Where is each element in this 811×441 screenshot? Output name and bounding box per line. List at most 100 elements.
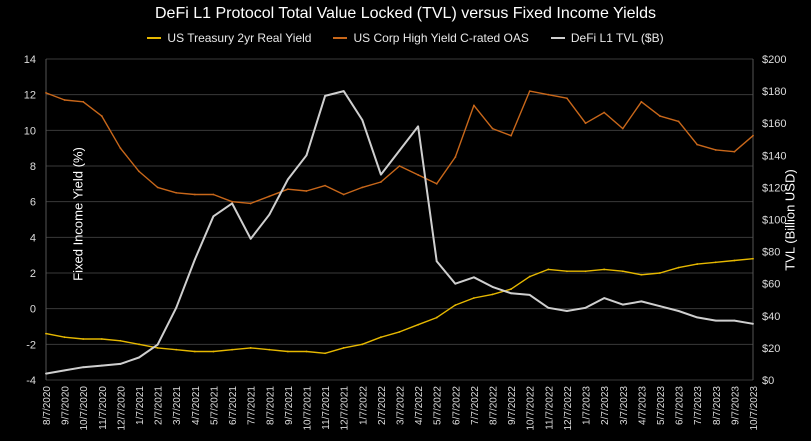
point-treasury-22 [454,304,457,306]
legend-oas: US Corp High Yield C-rated OAS [333,31,529,45]
point-treasury-23 [473,297,475,299]
legend-swatch-oas [333,37,348,39]
point-oas-6 [156,186,159,189]
x-tick-13: 9/7/2021 [284,386,295,425]
point-tvl-7 [175,306,178,309]
x-tick-9: 5/7/2021 [209,386,220,425]
point-treasury-2 [82,338,85,340]
x-tick-23: 7/7/2022 [470,386,481,425]
point-oas-33 [659,115,661,117]
point-tvl-11 [249,237,252,240]
point-treasury-11 [249,347,252,349]
series-treasury [45,257,754,355]
point-oas-14 [305,190,308,192]
point-tvl-31 [621,303,624,306]
legend-treasury: US Treasury 2yr Real Yield [147,31,311,45]
point-treasury-28 [566,270,568,273]
point-treasury-20 [417,323,420,326]
point-treasury-8 [193,350,196,353]
series-lines [45,90,754,375]
point-treasury-3 [100,338,103,340]
y-tick-left-9: 14 [24,54,36,66]
point-tvl-23 [473,276,475,279]
point-treasury-18 [379,336,382,339]
x-tick-21: 5/7/2022 [433,386,444,425]
y-tick-left-5: 6 [30,197,36,209]
point-tvl-13 [286,178,289,181]
point-oas-20 [417,174,420,176]
point-tvl-20 [417,125,420,128]
point-tvl-33 [659,305,661,308]
right-y-ticks: $0 $20 $40 $60 $80 $100 $120 $140 $160 $180 $200 [762,54,786,387]
point-treasury-9 [212,350,215,353]
point-treasury-21 [435,316,438,319]
point-treasury-15 [324,352,326,355]
point-oas-10 [231,200,233,203]
x-tick-5: 1/7/2021 [135,386,146,425]
point-oas-31 [621,127,624,130]
legend: US Treasury 2yr Real Yield US Corp High … [0,31,811,45]
x-tick-8: 4/7/2021 [191,386,202,425]
point-tvl-8 [193,258,196,261]
point-treasury-32 [640,273,643,276]
point-oas-36 [714,149,717,151]
x-tick-27: 11/7/2022 [544,386,555,430]
point-treasury-27 [547,268,550,271]
point-treasury-29 [584,270,587,273]
point-treasury-6 [156,347,159,349]
point-oas-7 [175,191,178,194]
y-axis-title-left: Fixed Income Yield (%) [70,147,86,281]
y-tick-left-2: 0 [30,304,36,316]
point-treasury-7 [175,348,178,351]
left-y-ticks: -4 -2 0 2 4 6 8 10 12 14 [24,54,36,387]
point-oas-3 [100,115,103,117]
point-tvl-32 [640,300,643,303]
point-oas-38 [752,134,754,137]
point-treasury-10 [231,348,233,351]
x-tick-36: 8/7/2023 [712,386,723,425]
y-tick-left-3: 2 [30,268,36,280]
x-tick-16: 12/7/2021 [340,386,351,431]
series-tvl [45,90,754,375]
point-tvl-3 [100,364,103,367]
point-treasury-4 [119,339,122,342]
point-oas-1 [63,99,66,101]
point-tvl-28 [566,310,568,312]
point-oas-9 [212,193,215,196]
point-tvl-30 [603,297,606,300]
series-line-oas [45,90,754,205]
point-oas-12 [268,195,271,198]
point-treasury-0 [45,332,47,335]
point-oas-35 [696,143,699,146]
y-tick-left-8: 12 [24,90,36,102]
x-tick-34: 6/7/2023 [675,386,686,425]
x-tick-18: 2/7/2022 [377,386,388,425]
y-tick-left-4: 4 [30,232,36,244]
point-tvl-35 [696,316,699,319]
point-tvl-18 [379,173,382,176]
x-tick-24: 8/7/2022 [489,386,500,425]
y-tick-right-9: $180 [762,86,786,98]
x-tick-11: 7/7/2021 [247,386,258,425]
gridlines [45,58,754,381]
point-tvl-0 [45,372,47,375]
x-tick-0: 8/7/2020 [42,386,53,425]
point-treasury-1 [63,336,66,339]
x-tick-32: 4/7/2023 [637,386,648,425]
x-tick-2: 10/7/2020 [79,386,90,431]
point-oas-16 [342,193,345,196]
point-tvl-24 [491,286,494,288]
point-oas-0 [45,91,47,94]
point-tvl-19 [398,149,401,152]
point-treasury-35 [696,263,699,265]
point-tvl-5 [138,356,140,359]
point-treasury-30 [603,268,606,271]
point-treasury-31 [621,270,624,273]
legend-label-tvl: DeFi L1 TVL ($B) [570,31,664,45]
point-treasury-17 [361,343,364,346]
point-oas-32 [640,100,643,103]
x-tick-4: 12/7/2020 [116,386,127,431]
y-tick-left-1: -2 [26,339,36,351]
point-tvl-36 [714,319,717,322]
